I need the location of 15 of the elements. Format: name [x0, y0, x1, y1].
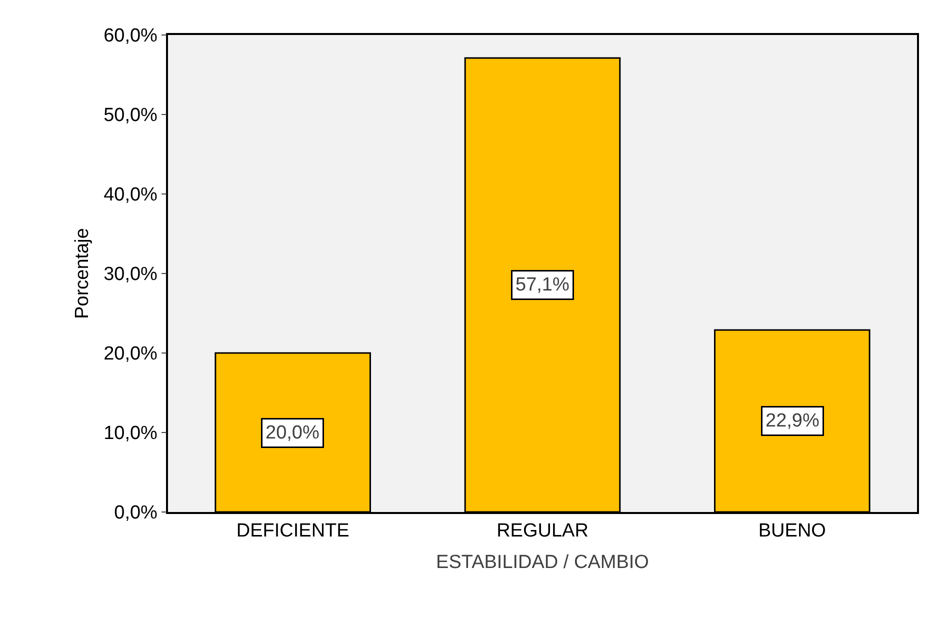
- x-tick-label: REGULAR: [496, 520, 588, 542]
- y-tick-label: 60,0%: [104, 26, 158, 47]
- data-label: 20,0%: [266, 422, 320, 444]
- x-tick-label: BUENO: [758, 520, 826, 542]
- y-tick-label: 50,0%: [104, 105, 158, 126]
- data-label: 57,1%: [516, 274, 570, 296]
- x-tick-label: DEFICIENTE: [236, 520, 350, 542]
- y-tick-label: 40,0%: [104, 184, 158, 206]
- data-label: 22,9%: [766, 410, 820, 432]
- y-tick-label: 30,0%: [104, 264, 158, 286]
- y-tick-label: 10,0%: [104, 423, 158, 444]
- y-tick-label: 20,0%: [104, 344, 158, 365]
- x-axis-title: ESTABILIDAD / CAMBIO: [436, 552, 649, 573]
- y-axis-title: Porcentaje: [72, 228, 93, 319]
- y-tick-label: 0,0%: [114, 502, 158, 524]
